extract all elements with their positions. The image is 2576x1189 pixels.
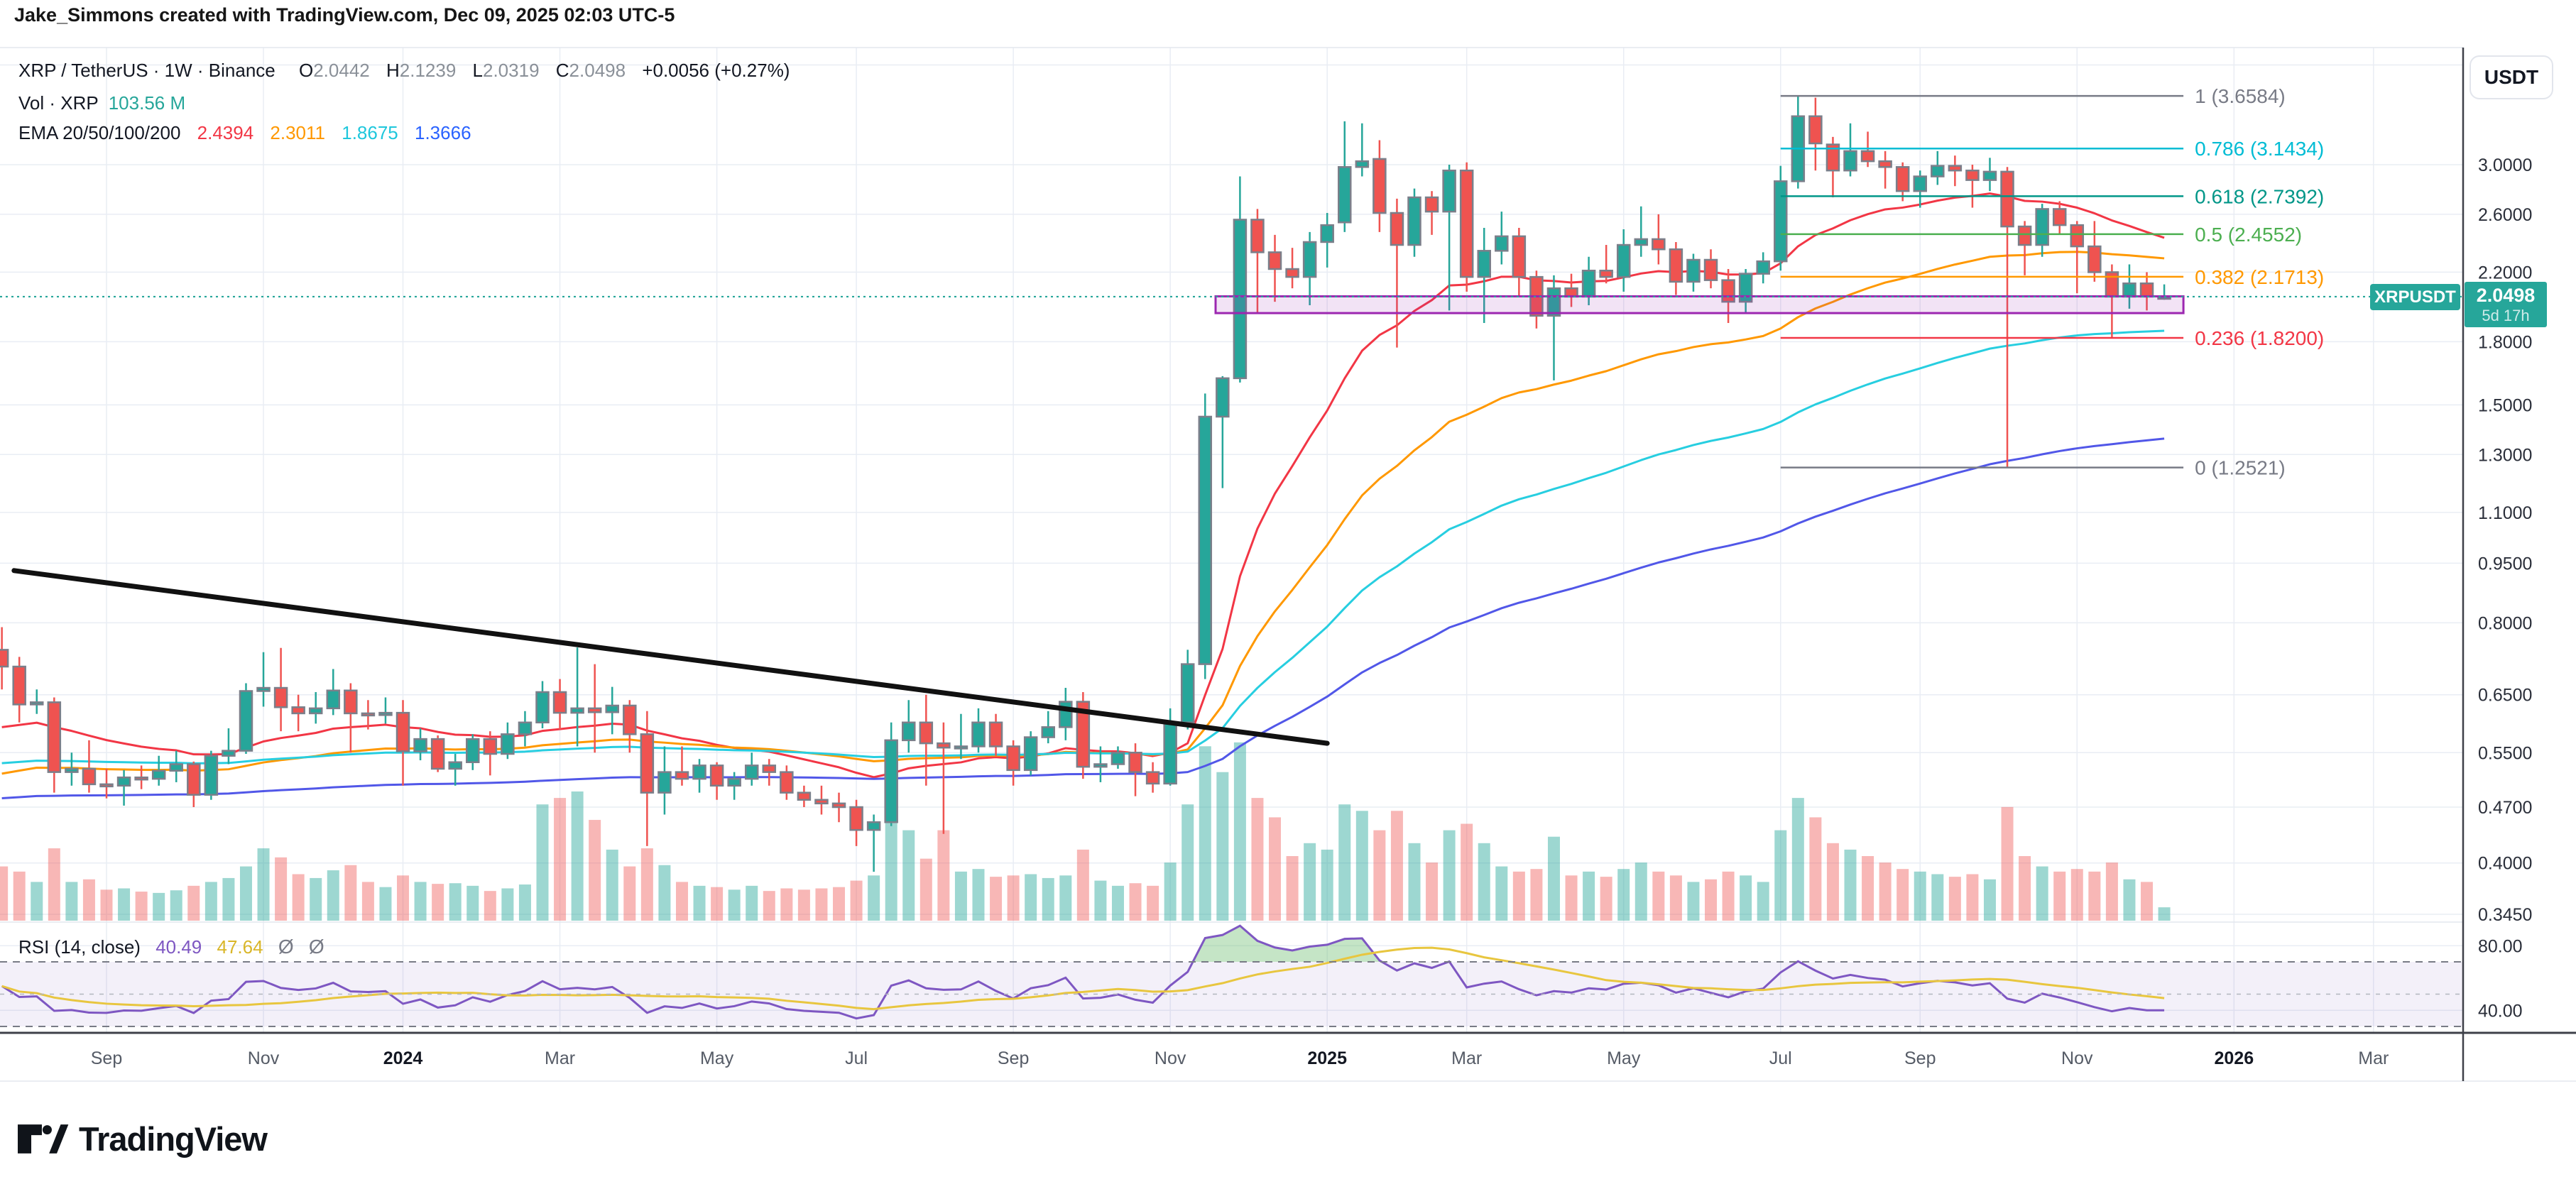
price-tick-label: 0.6500 [2478, 686, 2532, 706]
volume-legend: Vol · XRP 103.56 M [18, 92, 185, 114]
price-tick-label: 1.8000 [2478, 332, 2532, 352]
open-value: 2.0442 [313, 60, 370, 81]
attribution-title: Jake_Simmons created with TradingView.co… [14, 4, 675, 26]
open-label: O [298, 60, 314, 81]
rsi-legend: RSI (14, close) 40.49 47.64 Ø Ø [18, 936, 324, 958]
volume-bars [0, 742, 2171, 921]
symbol-legend: XRP / TetherUS · 1W · Binance O2.0442 H2… [18, 60, 790, 82]
usdt-currency-button[interactable]: USDT [2469, 55, 2553, 99]
fib-label: 0 (1.2521) [2195, 457, 2286, 479]
time-tick-label: Nov [248, 1048, 280, 1068]
time-tick-label: Sep [998, 1048, 1029, 1068]
fib-label: 1 (3.6584) [2195, 85, 2286, 107]
time-tick-label: May [1607, 1048, 1641, 1068]
support-zone [1214, 295, 2185, 314]
time-tick-label: Sep [91, 1048, 122, 1068]
low-value: 2.0319 [483, 60, 540, 81]
fib-retracement: 1 (3.6584) 0.786 (3.1434) 0.618 (2.7392) 0.… [1780, 85, 2324, 479]
time-tick-label: 2026 [2215, 1048, 2254, 1068]
high-value: 2.1239 [399, 60, 457, 81]
volume-label: Vol · XRP [18, 92, 99, 114]
price-tick-label: 1.3000 [2478, 445, 2532, 465]
ema50-value: 2.3011 [270, 122, 325, 143]
price-tick-label: 1.5000 [2478, 395, 2532, 415]
time-tick-label: Mar [545, 1048, 575, 1068]
volume-value: 103.56 M [108, 92, 186, 114]
rsi-tick-label: 80.00 [2478, 936, 2523, 956]
price-tick-label: 0.4000 [2478, 854, 2532, 874]
time-tick-label: Nov [1155, 1048, 1186, 1068]
fib-label: 0.618 (2.7392) [2195, 185, 2324, 207]
time-tick-label: Mar [2358, 1048, 2389, 1068]
xrpusdt-price-flag: XRPUSDT [2370, 284, 2460, 310]
change-value: +0.0056 (+0.27%) [642, 60, 790, 81]
ema-label: EMA 20/50/100/200 [18, 122, 181, 143]
time-tick-label: May [700, 1048, 734, 1068]
rsi-label: RSI (14, close) [18, 936, 141, 958]
price-scale[interactable]: 3.0000 2.6000 2.2000 1.8000 1.5000 1.3000 1.10… [2478, 155, 2532, 1021]
rsi-tick-label: 40.00 [2478, 1001, 2523, 1021]
price-tick-label: 0.5500 [2478, 743, 2532, 763]
tradingview-logo[interactable]: TradingView [18, 1119, 268, 1158]
price-tick-label: 1.1000 [2478, 503, 2532, 523]
rsi-empty-icon: Ø [278, 936, 294, 958]
symbol-name: XRP / TetherUS · 1W · Binance [18, 60, 275, 81]
rsi-ma-value: 47.64 [217, 936, 263, 958]
price-tick-label: 2.2000 [2478, 263, 2532, 283]
tradingview-logo-text: TradingView [79, 1120, 268, 1158]
ema100-value: 1.8675 [342, 122, 398, 143]
rsi-value: 40.49 [155, 936, 202, 958]
last-price: 2.0498 [2476, 284, 2536, 306]
time-axis[interactable]: Sep Nov 2024 Mar May Jul Sep Nov 2025 Mar May Jul Se… [91, 1048, 2389, 1068]
ema-20-line [1, 192, 2165, 779]
candles-layer [0, 95, 2171, 872]
trendline [11, 568, 1330, 746]
ema200-value: 1.3666 [415, 122, 471, 143]
time-tick-label: Mar [1451, 1048, 1482, 1068]
time-tick-label: Sep [1904, 1048, 1936, 1068]
fib-label: 0.5 (2.4552) [2195, 224, 2302, 246]
close-label: C [555, 60, 569, 81]
price-tick-label: 0.9500 [2478, 554, 2532, 574]
low-label: L [472, 60, 483, 81]
bar-countdown: 5d 17h [2482, 306, 2530, 324]
close-value: 2.0498 [569, 60, 626, 81]
fib-label: 0.786 (3.1434) [2195, 138, 2324, 160]
price-tick-label: 0.4700 [2478, 798, 2532, 818]
time-tick-label: Jul [1769, 1048, 1792, 1068]
rsi-empty-icon: Ø [308, 936, 324, 958]
ema-legend: EMA 20/50/100/200 2.4394 2.3011 1.8675 1… [18, 122, 471, 144]
time-tick-label: 2025 [1307, 1048, 1347, 1068]
fib-label: 0.236 (1.8200) [2195, 327, 2324, 349]
tradingview-logo-icon [18, 1124, 69, 1154]
time-tick-label: Nov [2061, 1048, 2093, 1068]
price-tick-label: 2.6000 [2478, 205, 2532, 225]
last-price-box: 2.0498 5d 17h [2465, 282, 2547, 327]
ema20-value: 2.4394 [197, 122, 254, 143]
time-tick-label: Jul [845, 1048, 868, 1068]
rsi-ma-line [1, 946, 2165, 1011]
high-label: H [386, 60, 400, 81]
rsi-line [1, 924, 2165, 1020]
fib-label: 0.382 (2.1713) [2195, 266, 2324, 288]
price-tick-label: 0.8000 [2478, 613, 2532, 633]
price-tick-label: 0.3450 [2478, 905, 2532, 925]
price-tick-label: 3.0000 [2478, 155, 2532, 175]
time-tick-label: 2024 [383, 1048, 423, 1068]
